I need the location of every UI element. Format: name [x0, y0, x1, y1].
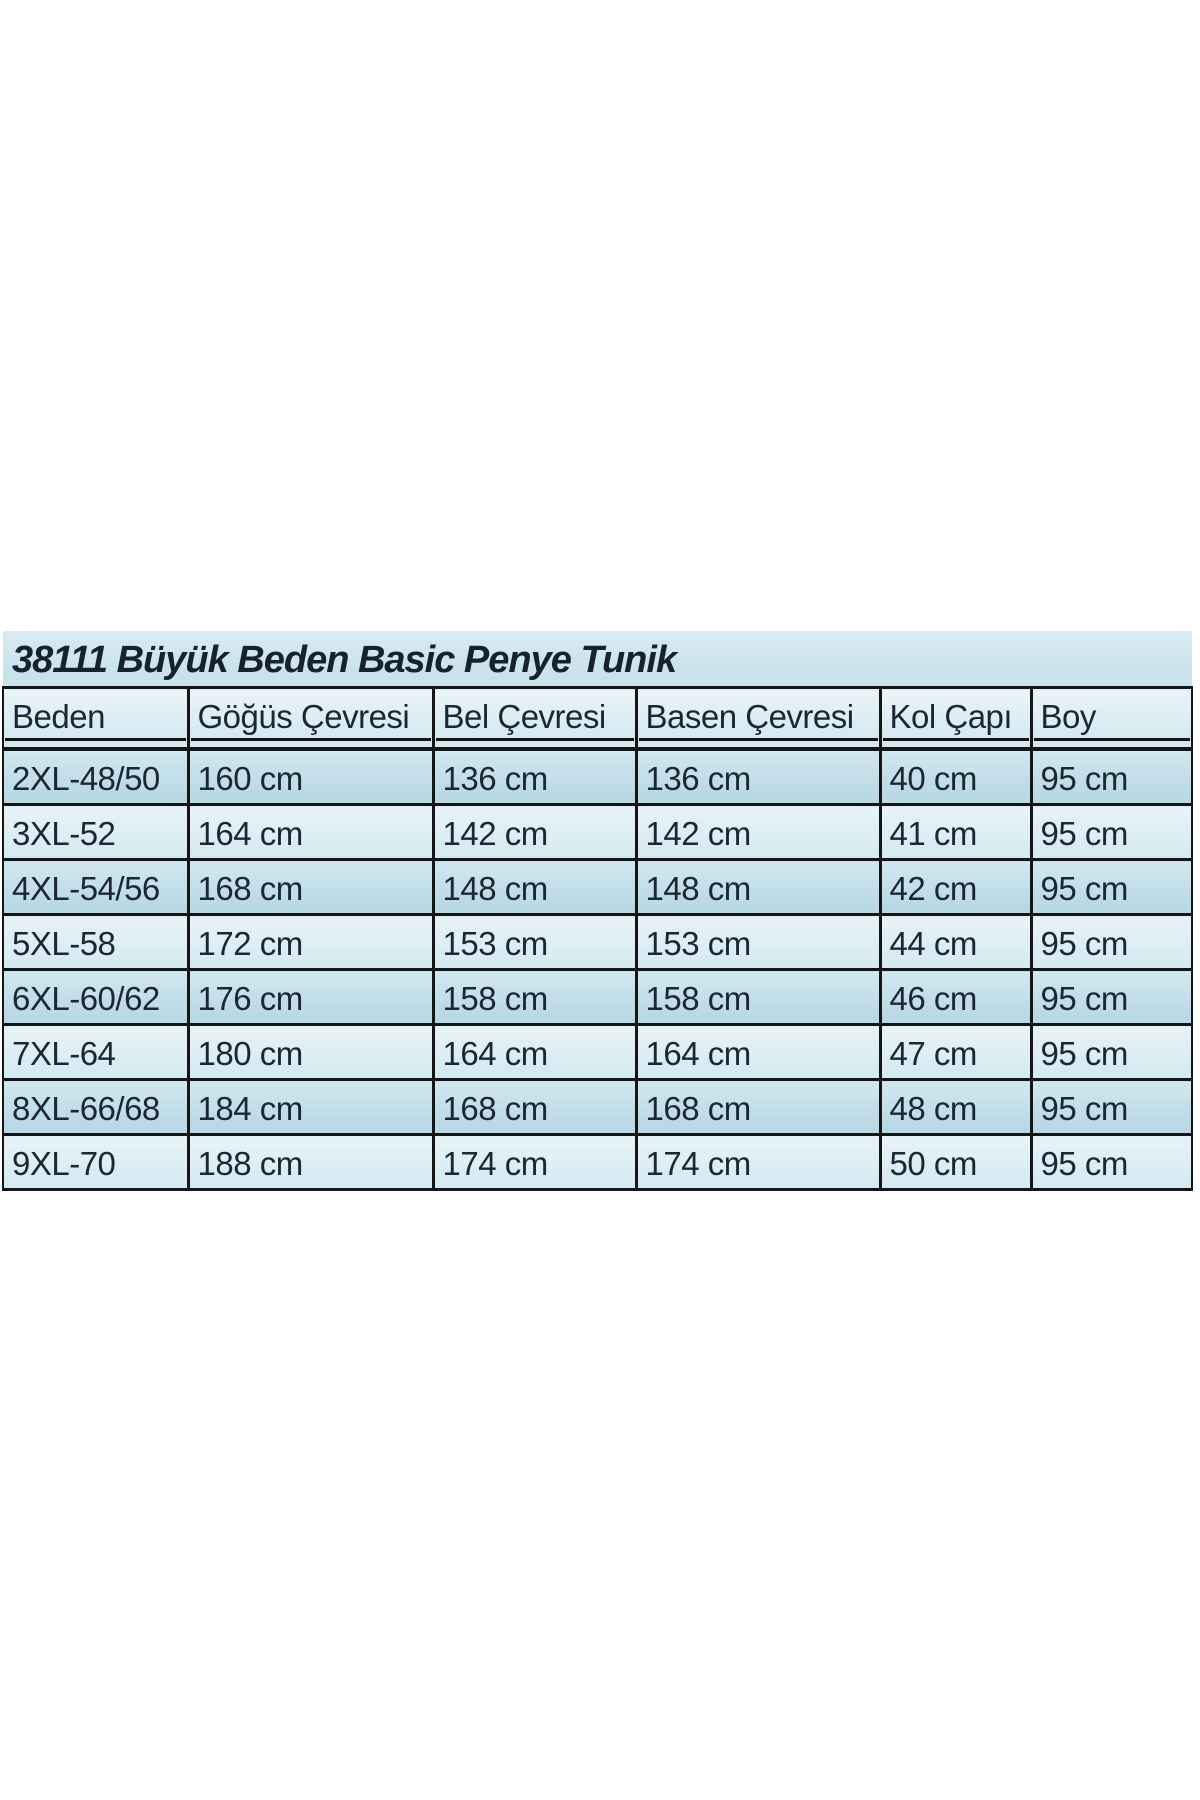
- cell-length: 95 cm: [1029, 968, 1193, 1026]
- col-header-gogus-cevresi: Göğüs Çevresi: [186, 686, 435, 751]
- cell-hip: 158 cm: [634, 968, 882, 1026]
- cell-length: 95 cm: [1029, 858, 1193, 916]
- table-row: 3XL-52 164 cm 142 cm 142 cm 41 cm 95 cm: [2, 803, 1193, 861]
- cell-length: 95 cm: [1029, 1078, 1193, 1136]
- cell-chest: 180 cm: [186, 1023, 435, 1081]
- cell-hip: 148 cm: [634, 858, 882, 916]
- cell-chest: 172 cm: [186, 913, 435, 971]
- cell-hip: 174 cm: [634, 1133, 882, 1191]
- col-header-kol-capi: Kol Çapı: [878, 686, 1033, 751]
- cell-waist: 153 cm: [431, 913, 638, 971]
- cell-hip: 142 cm: [634, 803, 882, 861]
- cell-arm: 41 cm: [878, 803, 1033, 861]
- cell-size: 8XL-66/68: [2, 1078, 190, 1136]
- col-header-beden: Beden: [2, 686, 190, 751]
- cell-length: 95 cm: [1029, 913, 1193, 971]
- cell-arm: 44 cm: [878, 913, 1033, 971]
- cell-size: 9XL-70: [2, 1133, 190, 1191]
- cell-arm: 50 cm: [878, 1133, 1033, 1191]
- col-header-bel-cevresi: Bel Çevresi: [431, 686, 638, 751]
- table-row: 2XL-48/50 160 cm 136 cm 136 cm 40 cm 95 …: [2, 747, 1193, 806]
- table-title-row: 38111 Büyük Beden Basic Penye Tunik: [3, 631, 1192, 688]
- cell-waist: 136 cm: [431, 747, 638, 806]
- cell-arm: 46 cm: [878, 968, 1033, 1026]
- cell-hip: 153 cm: [634, 913, 882, 971]
- cell-arm: 48 cm: [878, 1078, 1033, 1136]
- cell-chest: 168 cm: [186, 858, 435, 916]
- cell-size: 3XL-52: [2, 803, 190, 861]
- table-row: 7XL-64 180 cm 164 cm 164 cm 47 cm 95 cm: [2, 1023, 1193, 1081]
- table-header-row: Beden Göğüs Çevresi Bel Çevresi Basen Çe…: [2, 686, 1193, 751]
- cell-waist: 174 cm: [431, 1133, 638, 1191]
- cell-chest: 160 cm: [186, 747, 435, 806]
- cell-chest: 176 cm: [186, 968, 435, 1026]
- cell-waist: 168 cm: [431, 1078, 638, 1136]
- cell-size: 2XL-48/50: [2, 747, 190, 806]
- table-title: 38111 Büyük Beden Basic Penye Tunik: [3, 631, 1192, 688]
- table-row: 5XL-58 172 cm 153 cm 153 cm 44 cm 95 cm: [2, 913, 1193, 971]
- cell-chest: 164 cm: [186, 803, 435, 861]
- cell-size: 6XL-60/62: [2, 968, 190, 1026]
- cell-waist: 158 cm: [431, 968, 638, 1026]
- cell-hip: 164 cm: [634, 1023, 882, 1081]
- table-row: 6XL-60/62 176 cm 158 cm 158 cm 46 cm 95 …: [2, 968, 1193, 1026]
- cell-arm: 40 cm: [878, 747, 1033, 806]
- cell-size: 7XL-64: [2, 1023, 190, 1081]
- cell-arm: 42 cm: [878, 858, 1033, 916]
- cell-chest: 184 cm: [186, 1078, 435, 1136]
- cell-waist: 164 cm: [431, 1023, 638, 1081]
- cell-arm: 47 cm: [878, 1023, 1033, 1081]
- cell-length: 95 cm: [1029, 803, 1193, 861]
- table-row: 4XL-54/56 168 cm 148 cm 148 cm 42 cm 95 …: [2, 858, 1193, 916]
- cell-hip: 136 cm: [634, 747, 882, 806]
- table-row: 8XL-66/68 184 cm 168 cm 168 cm 48 cm 95 …: [2, 1078, 1193, 1136]
- size-table: 38111 Büyük Beden Basic Penye Tunik Bede…: [2, 631, 1193, 1191]
- cell-length: 95 cm: [1029, 747, 1193, 806]
- cell-size: 5XL-58: [2, 913, 190, 971]
- cell-size: 4XL-54/56: [2, 858, 190, 916]
- cell-length: 95 cm: [1029, 1023, 1193, 1081]
- cell-length: 95 cm: [1029, 1133, 1193, 1191]
- cell-waist: 148 cm: [431, 858, 638, 916]
- cell-waist: 142 cm: [431, 803, 638, 861]
- col-header-boy: Boy: [1029, 686, 1193, 751]
- cell-chest: 188 cm: [186, 1133, 435, 1191]
- col-header-basen-cevresi: Basen Çevresi: [634, 686, 882, 751]
- cell-hip: 168 cm: [634, 1078, 882, 1136]
- table-row: 9XL-70 188 cm 174 cm 174 cm 50 cm 95 cm: [2, 1133, 1193, 1191]
